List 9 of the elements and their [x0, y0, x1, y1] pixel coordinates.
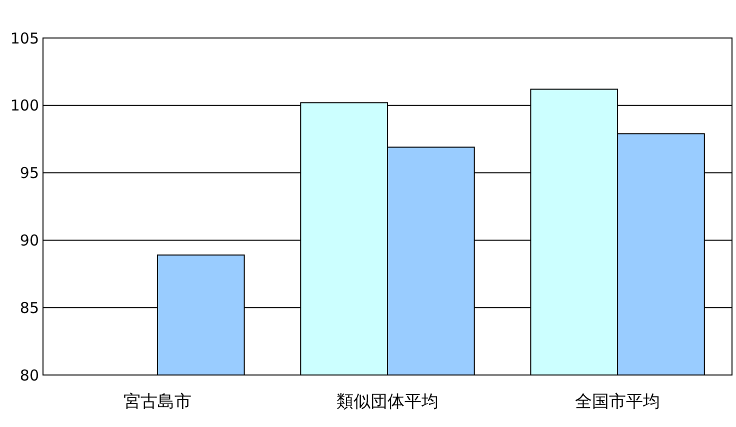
y-tick-label: 90 — [20, 231, 39, 250]
y-tick-label: 80 — [20, 366, 39, 384]
x-tick-label: 全国市平均 — [575, 392, 660, 412]
y-tick-label: 105 — [10, 29, 39, 48]
x-tick-label: 宮古島市 — [123, 392, 192, 412]
y-tick-label: 100 — [10, 96, 39, 115]
y-tick-label: 85 — [20, 298, 39, 317]
x-tick-label: 類似団体平均 — [336, 392, 438, 412]
y-tick-label: 95 — [20, 164, 39, 182]
